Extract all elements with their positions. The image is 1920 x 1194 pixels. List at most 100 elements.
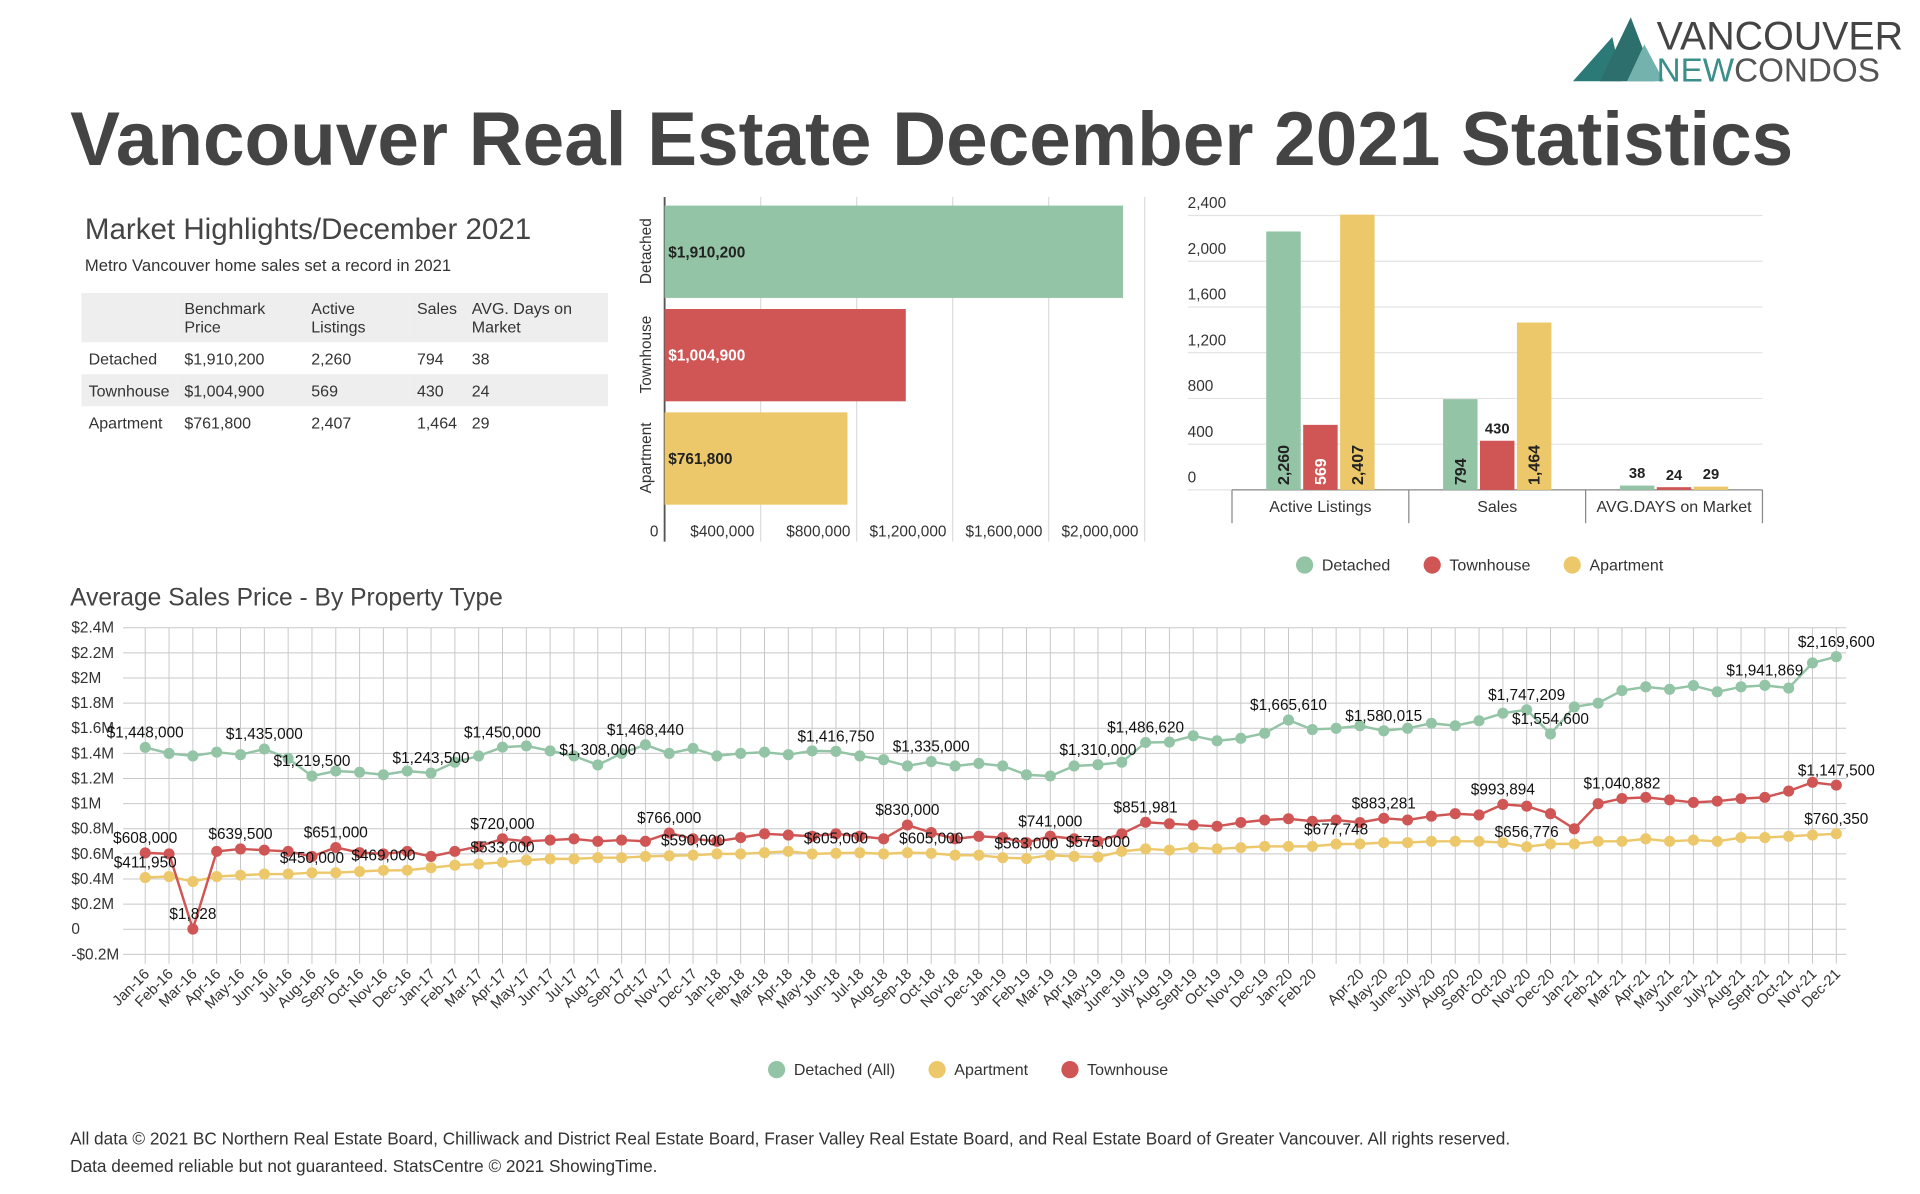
data-point <box>1497 707 1509 719</box>
data-point <box>663 827 675 839</box>
data-label: $720,000 <box>470 816 534 833</box>
data-point <box>354 766 366 778</box>
data-label: $851,981 <box>1114 799 1178 816</box>
x-category-label: Sales <box>1477 499 1517 516</box>
bar-value-label: 2,260 <box>1276 445 1293 485</box>
legend-swatch <box>1563 556 1581 574</box>
legend-swatch <box>1061 1061 1079 1079</box>
y-tick-label: 800 <box>1188 378 1214 395</box>
data-point <box>1187 819 1199 831</box>
data-point <box>1711 795 1723 807</box>
data-point <box>878 848 890 860</box>
data-point <box>1259 727 1271 739</box>
data-point <box>758 746 771 758</box>
data-point <box>234 869 247 881</box>
data-point <box>663 850 675 862</box>
x-tick-label: $800,000 <box>786 524 850 541</box>
data-label: $639,500 <box>208 826 272 843</box>
data-point <box>1116 845 1128 857</box>
data-point <box>1092 759 1104 771</box>
data-point <box>592 835 604 847</box>
data-point <box>401 765 413 777</box>
data-point <box>1568 838 1580 850</box>
data-point <box>1449 835 1461 847</box>
data-point <box>1806 829 1819 841</box>
bar <box>664 309 906 402</box>
data-point <box>1163 736 1175 748</box>
data-point <box>1235 842 1247 854</box>
data-label: $605,000 <box>804 830 868 847</box>
data-point <box>1521 704 1533 716</box>
data-point <box>211 870 223 883</box>
legend-label: Apartment <box>954 1062 1028 1079</box>
data-point <box>687 833 699 845</box>
data-point <box>1020 837 1033 849</box>
data-point <box>187 750 199 762</box>
logo-condos: CONDOS <box>1734 52 1880 89</box>
data-point <box>1473 715 1485 727</box>
data-point <box>1735 832 1747 844</box>
data-point <box>234 843 247 855</box>
data-point <box>1306 815 1318 827</box>
data-point <box>496 741 509 753</box>
table-cell: 24 <box>464 374 608 407</box>
data-point <box>1282 840 1295 852</box>
bar-value-label: 569 <box>1313 458 1330 485</box>
data-point <box>163 870 175 883</box>
data-point <box>377 864 389 876</box>
data-label: $993,894 <box>1471 782 1536 799</box>
data-label: $1,219,500 <box>273 753 350 770</box>
logo: VANCOUVER NEWCONDOS <box>1572 14 1903 89</box>
data-label: $760,350 <box>1804 811 1868 828</box>
data-label: $563,000 <box>994 836 1058 853</box>
data-point <box>735 832 747 844</box>
data-point <box>282 752 294 764</box>
legend-label: Detached (All) <box>794 1062 895 1079</box>
bar-value-label: 1,464 <box>1527 445 1544 485</box>
y-tick-label: 0 <box>71 921 80 938</box>
data-point <box>1687 680 1699 692</box>
data-point <box>925 847 937 859</box>
data-point <box>1497 837 1509 849</box>
data-point <box>544 853 556 865</box>
bar <box>1340 214 1375 490</box>
data-point <box>354 865 366 878</box>
bar <box>664 205 1124 298</box>
data-label: $1,310,000 <box>1059 742 1136 759</box>
data-point <box>496 833 509 845</box>
data-point <box>711 835 723 847</box>
data-point <box>901 847 913 859</box>
x-tick-label: $400,000 <box>690 524 754 541</box>
data-point <box>234 749 247 761</box>
data-point <box>1116 828 1128 840</box>
data-point <box>1020 769 1033 781</box>
data-point <box>163 747 175 759</box>
table-cell: $1,004,900 <box>176 374 304 407</box>
data-point <box>401 845 413 857</box>
y-tick-label: $0.8M <box>71 821 114 838</box>
data-point <box>354 847 366 859</box>
data-point <box>1711 686 1723 698</box>
data-point <box>568 833 580 845</box>
legend-swatch <box>768 1061 786 1079</box>
data-point <box>830 745 842 757</box>
data-point <box>1235 816 1247 829</box>
data-point <box>1306 723 1318 736</box>
data-point <box>1664 794 1676 806</box>
bar-value-label: 38 <box>1629 466 1645 482</box>
data-point <box>1640 681 1652 693</box>
data-label: $411,950 <box>114 855 177 872</box>
data-point <box>1211 820 1223 832</box>
table-cell: 430 <box>409 374 465 407</box>
data-point <box>1306 840 1318 852</box>
data-label: $469,000 <box>351 848 415 865</box>
data-point <box>1211 843 1223 855</box>
table-row: Townhouse $1,004,900 569 430 24 <box>81 374 608 407</box>
data-point <box>187 923 199 935</box>
data-point <box>520 854 532 866</box>
data-point <box>1425 717 1437 729</box>
y-tick-label: $1.8M <box>71 695 114 712</box>
table-cell: Detached <box>88 349 158 368</box>
bar-value-label: $1,004,900 <box>668 348 745 365</box>
data-point <box>997 832 1009 844</box>
